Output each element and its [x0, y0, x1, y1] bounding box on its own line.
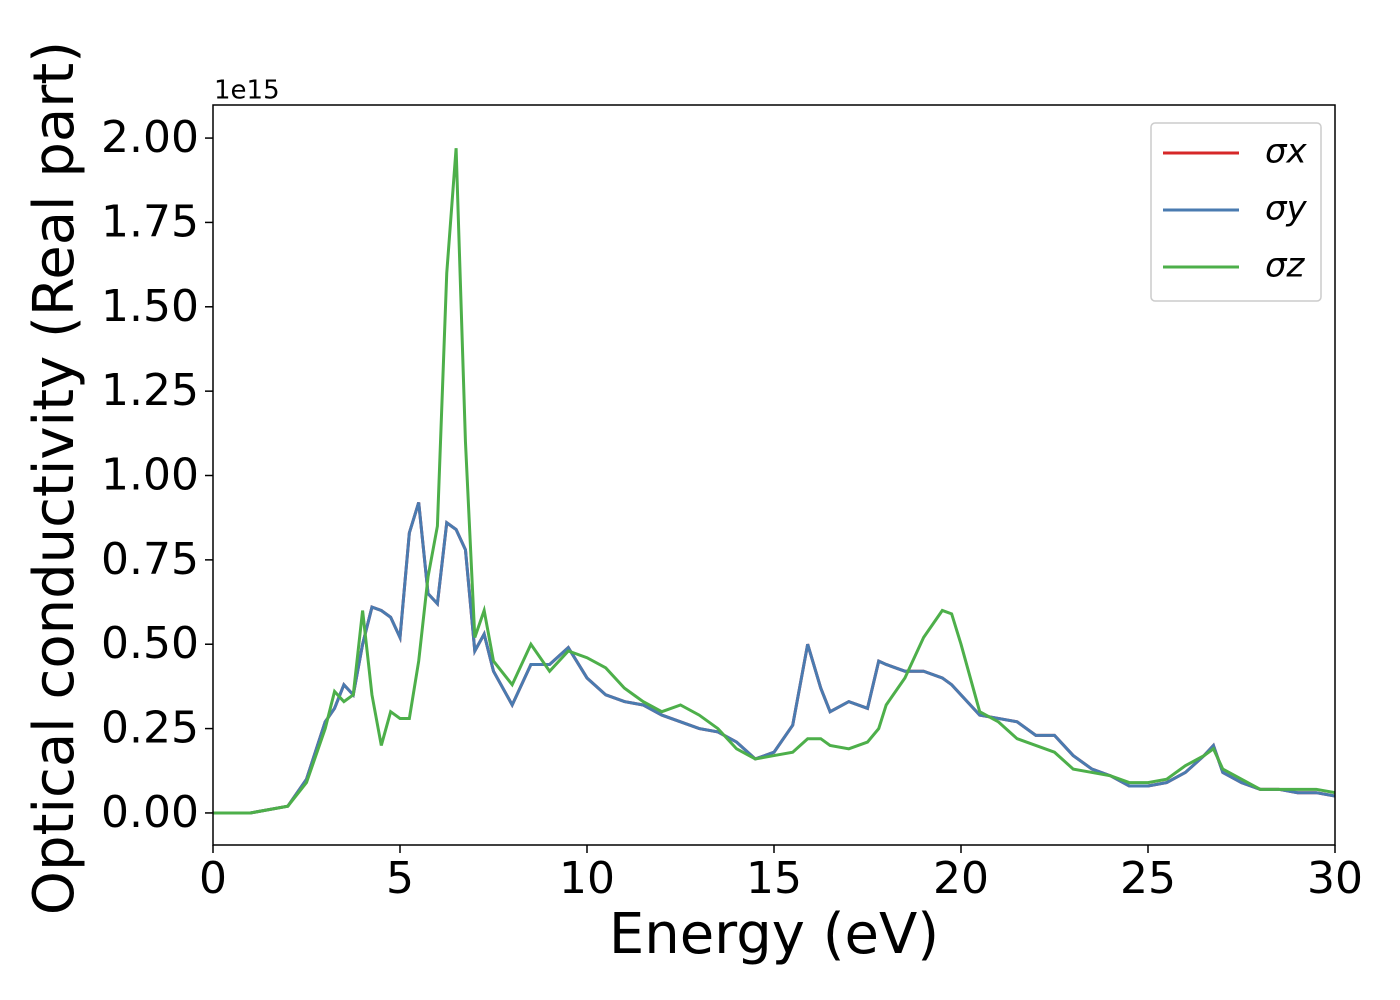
x-tick-label: 10: [559, 853, 615, 904]
y-axis-label: Optical conductivity (Real part): [22, 41, 87, 915]
y-tick-label: 0.75: [101, 534, 199, 585]
y-tick-label: 1.25: [101, 365, 199, 416]
x-axis-label: Energy (eV): [609, 902, 939, 967]
x-tick-label: 0: [199, 853, 227, 904]
y-tick-label: 1.00: [101, 450, 199, 501]
x-tick-label: 30: [1307, 853, 1363, 904]
data-line: [213, 502, 1335, 815]
x-tick-label: 15: [746, 853, 802, 904]
y-tick-label: 2.00: [101, 112, 199, 163]
x-tick-label: 5: [386, 853, 414, 904]
legend-box: [1150, 122, 1322, 302]
plot-frame: [212, 104, 1336, 846]
y-tick-label: 0.50: [101, 618, 199, 669]
y-tick-label: 1.50: [101, 281, 199, 332]
y-tick-label: 1.75: [101, 196, 199, 247]
data-line: [213, 502, 1335, 815]
legend-label: σx: [1265, 132, 1308, 172]
x-tick-label: 25: [1120, 853, 1176, 904]
y-tick-label: 0.25: [101, 703, 199, 754]
legend-label: σz: [1265, 246, 1306, 286]
legend-label: σy: [1265, 189, 1308, 229]
data-line: [213, 148, 1335, 815]
x-tick-label: 20: [933, 853, 989, 904]
y-offset-label: 1e15: [214, 76, 280, 106]
y-tick-label: 0.00: [101, 787, 199, 838]
